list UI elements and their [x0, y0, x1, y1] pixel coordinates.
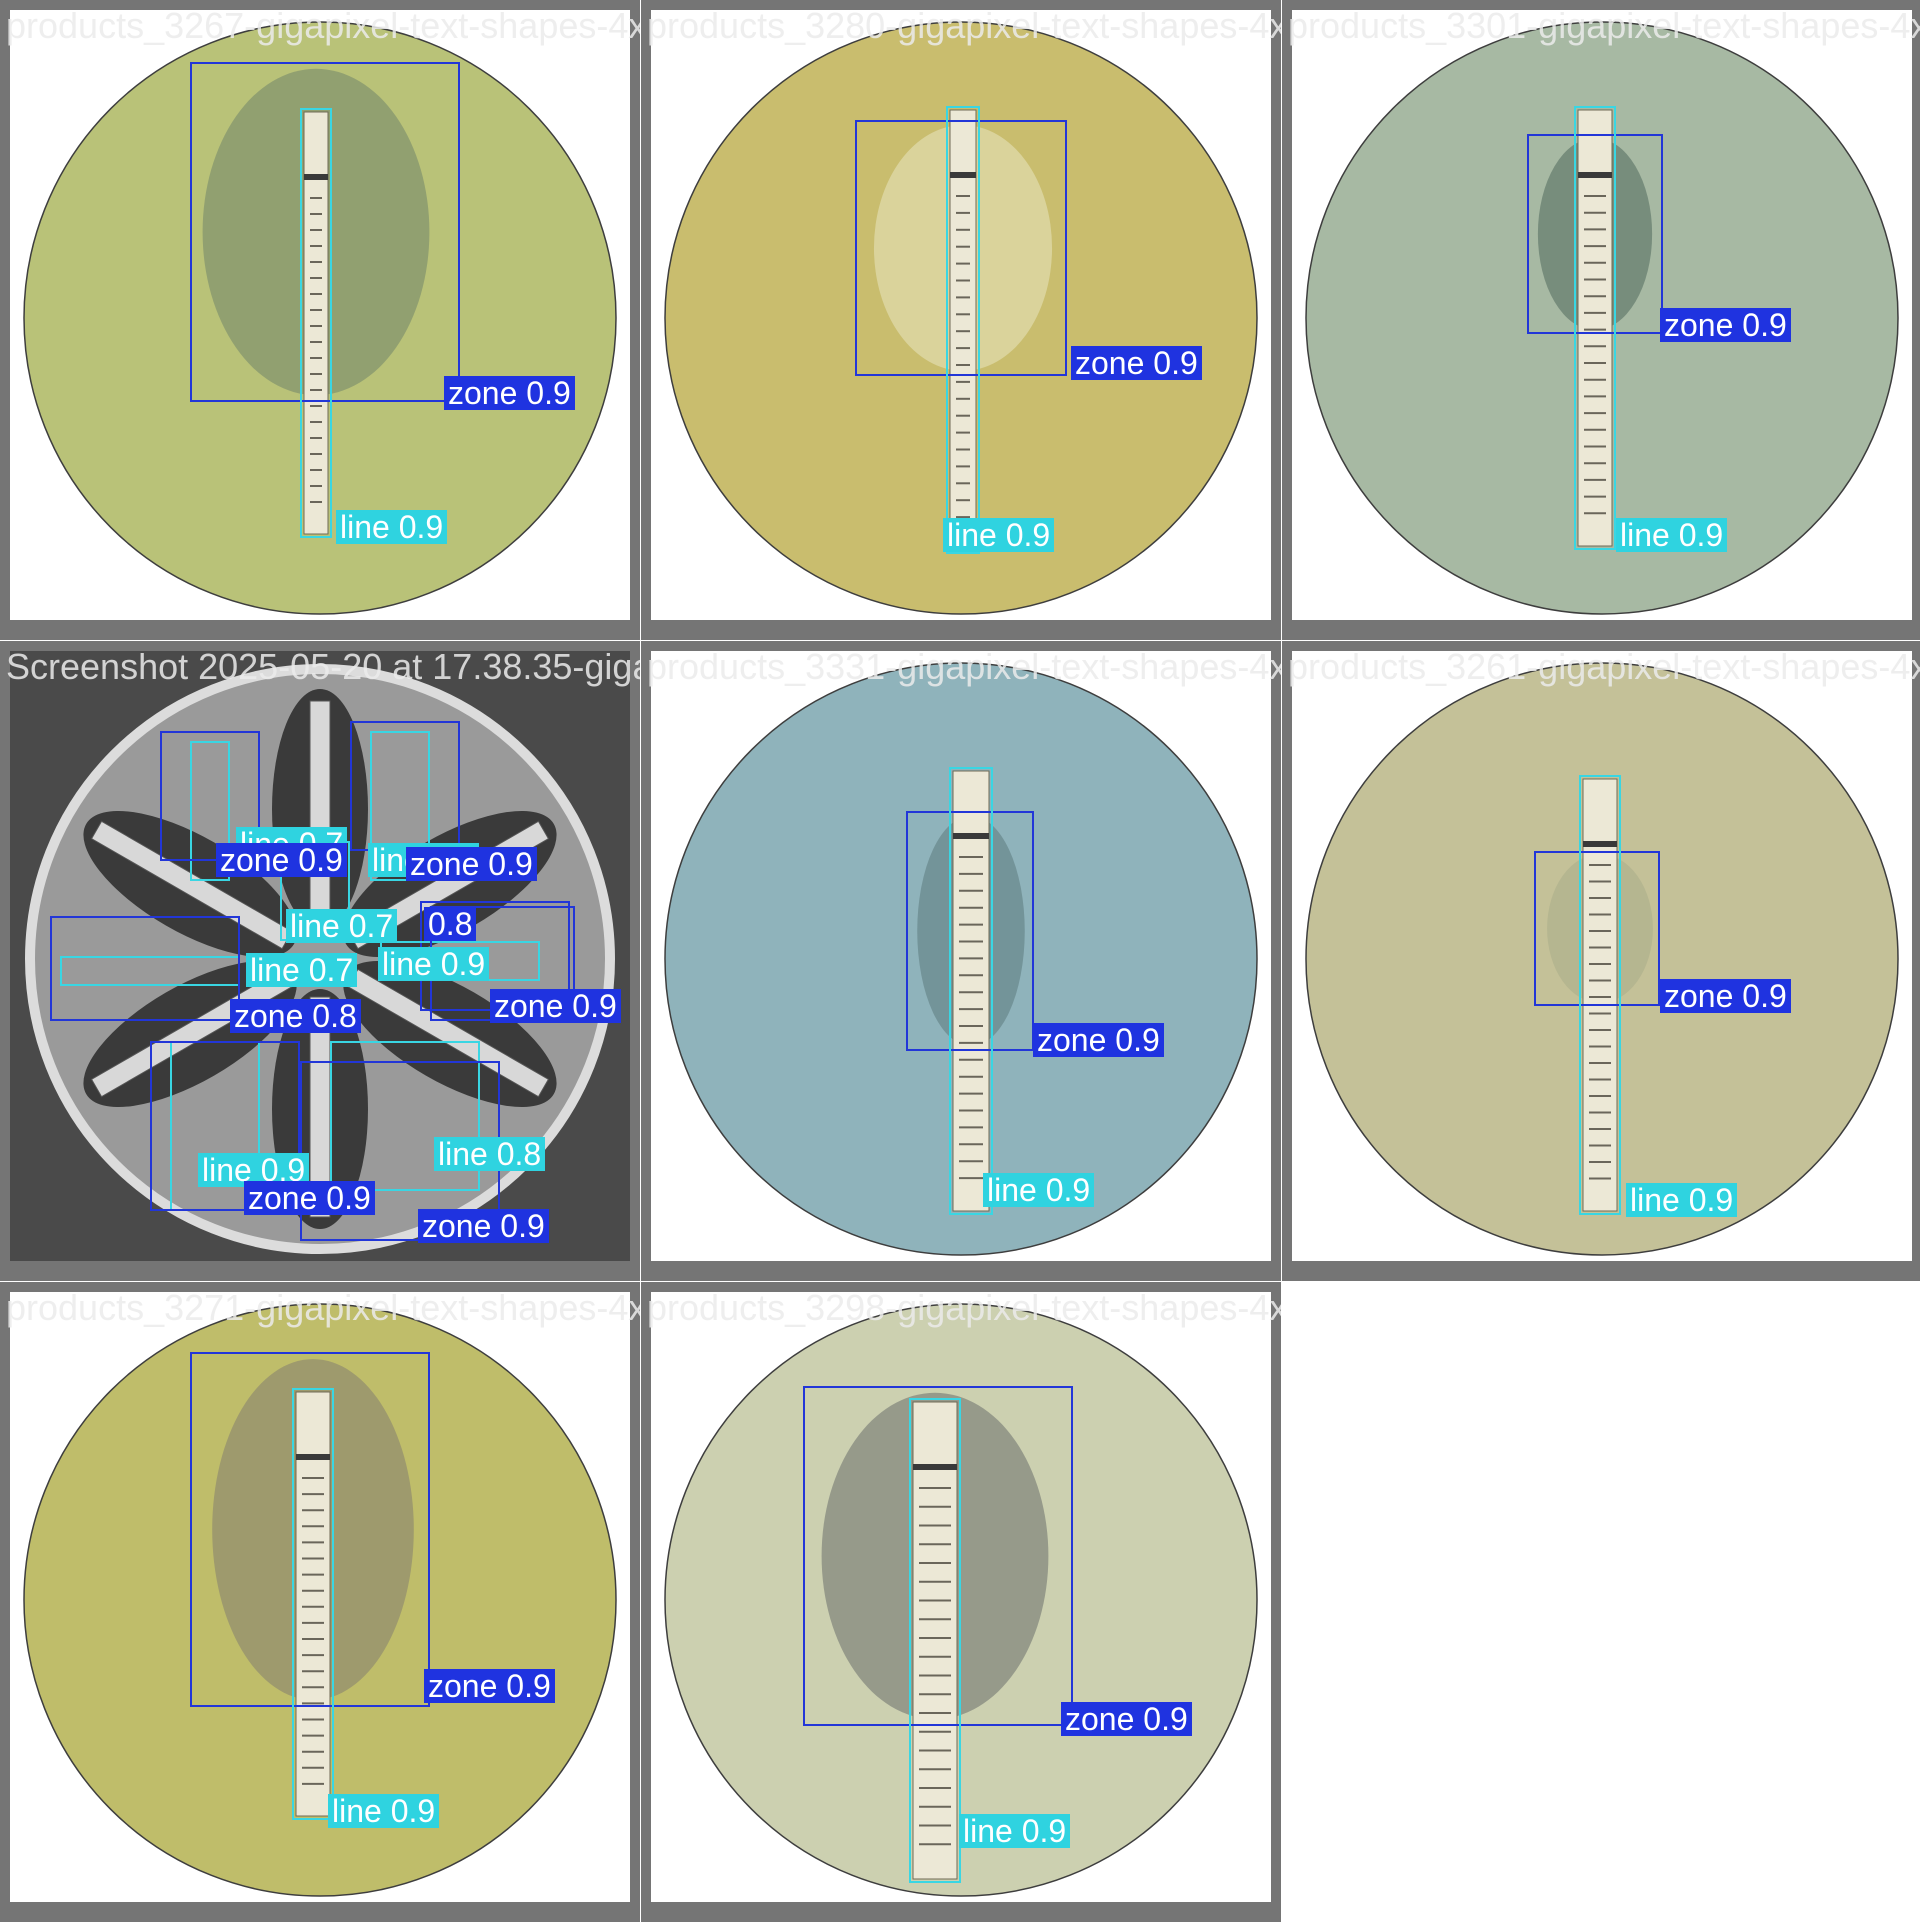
image-tile[interactable]: products_3271-gigapixel-text-shapes-4x.j… — [0, 1282, 640, 1922]
strip-band — [1578, 172, 1612, 178]
tile-filename: Screenshot 2025-05-20 at 17.38.35-gigapi… — [6, 646, 640, 687]
zone-confidence-label: zone 0.8 — [230, 999, 361, 1033]
line-bounding-box[interactable] — [949, 767, 993, 1215]
tile-canvas — [10, 10, 630, 620]
zone-confidence-label: zone 0.9 — [1660, 979, 1791, 1013]
image-tile[interactable]: Screenshot 2025-05-20 at 17.38.35-gigapi… — [0, 641, 640, 1281]
line-bounding-box[interactable] — [300, 108, 332, 538]
zone-confidence-label: zone 0.9 — [1061, 1702, 1192, 1736]
line-confidence-label: line 0.9 — [959, 1814, 1071, 1848]
zone-bounding-box[interactable] — [50, 916, 240, 1021]
image-tile[interactable]: products_3261-gigapixel-text-shapes-4x.j… — [1282, 641, 1920, 1281]
zone-confidence-label: zone 0.9 — [1071, 346, 1202, 380]
image-tile[interactable]: products_3280-gigapixel-text-shapes-4x.j… — [641, 0, 1281, 640]
line-bounding-box[interactable] — [330, 1041, 480, 1191]
strip-band — [950, 172, 976, 178]
strip-band — [913, 1464, 957, 1470]
tile-canvas — [1292, 651, 1912, 1261]
zone-confidence-label: zone 0.9 — [418, 1209, 549, 1243]
image-tile[interactable]: products_3267-gigapixel-text-shapes-4x.j… — [0, 0, 640, 640]
zone-bounding-box[interactable] — [803, 1386, 1073, 1726]
zone-confidence-label: zone 0.9 — [216, 843, 347, 877]
test-strip — [303, 111, 329, 535]
test-strip — [949, 109, 977, 551]
line-confidence-label: line 0.9 — [378, 947, 490, 981]
tile-canvas — [1292, 10, 1912, 620]
line-confidence-label: line 0.9 — [983, 1173, 1095, 1207]
line-confidence-label: line 0.7 — [286, 909, 398, 943]
line-confidence-label: line 0.9 — [1616, 518, 1728, 552]
zone-confidence-label: zone 0.9 — [424, 1669, 555, 1703]
line-bounding-box[interactable] — [946, 106, 980, 554]
tile-canvas — [651, 651, 1271, 1261]
tile-filename: products_3301-gigapixel-text-shapes-4x.j — [1288, 5, 1920, 46]
tile-canvas — [651, 10, 1271, 620]
line-confidence-label: line 0.9 — [336, 510, 448, 544]
zone-bounding-box[interactable] — [855, 120, 1067, 376]
zone-confidence-label: zone 0.9 — [406, 847, 537, 881]
line-bounding-box[interactable] — [909, 1398, 961, 1883]
tile-canvas — [651, 1292, 1271, 1902]
tile-filename: products_3298-gigapixel-text-shapes-4x.j — [647, 1287, 1281, 1328]
zone-bounding-box[interactable] — [160, 731, 260, 861]
tile-filename: products_3280-gigapixel-text-shapes-4x.j — [647, 5, 1281, 46]
zone-confidence-label: zone 0.9 — [1033, 1023, 1164, 1057]
line-bounding-box[interactable] — [1579, 775, 1621, 1215]
line-confidence-label: line 0.8 — [434, 1137, 546, 1171]
tile-filename: products_3271-gigapixel-text-shapes-4x.j — [6, 1287, 640, 1328]
strip-band — [296, 1454, 330, 1460]
image-tile[interactable]: products_3301-gigapixel-text-shapes-4x.j… — [1282, 0, 1920, 640]
tile-filename: products_3331-gigapixel-text-shapes-4x.j — [647, 646, 1281, 687]
strip-band — [1583, 841, 1617, 847]
zone-bounding-box[interactable] — [150, 1041, 300, 1211]
zone-bounding-box[interactable] — [190, 62, 460, 402]
strip-band — [304, 174, 328, 180]
line-bounding-box[interactable] — [1574, 106, 1616, 550]
zone-confidence-label: zone 0.9 — [444, 376, 575, 410]
zone-confidence-label: zone 0.9 — [244, 1181, 375, 1215]
tile-canvas — [10, 1292, 630, 1902]
zone-bounding-box[interactable] — [190, 1352, 430, 1707]
line-bounding-box[interactable] — [292, 1388, 334, 1820]
line-bounding-box[interactable] — [190, 741, 230, 881]
image-tile[interactable]: products_3331-gigapixel-text-shapes-4x.j… — [641, 641, 1281, 1281]
test-strip — [1577, 109, 1613, 547]
test-strip — [912, 1401, 958, 1880]
zone-bounding-box[interactable] — [1527, 134, 1663, 334]
line-confidence-label: line 0.9 — [328, 1794, 440, 1828]
tile-filename: products_3261-gigapixel-text-shapes-4x.j — [1288, 646, 1920, 687]
line-confidence-label: line 0.9 — [943, 518, 1055, 552]
zone-bounding-box[interactable] — [350, 721, 460, 851]
image-tile[interactable]: products_3298-gigapixel-text-shapes-4x.j… — [641, 1282, 1281, 1922]
test-strip — [295, 1391, 331, 1817]
zone-bounding-box[interactable] — [1534, 851, 1660, 1006]
test-strip — [952, 770, 990, 1212]
tile-filename: products_3267-gigapixel-text-shapes-4x.j — [6, 5, 640, 46]
zone-confidence-label: 0.8 — [424, 907, 477, 941]
line-confidence-label: line 0.7 — [246, 953, 358, 987]
zone-confidence-label: zone 0.9 — [490, 989, 621, 1023]
zone-confidence-label: zone 0.9 — [1660, 308, 1791, 342]
strip-band — [953, 833, 989, 839]
line-confidence-label: line 0.9 — [1626, 1183, 1738, 1217]
zone-bounding-box[interactable] — [906, 811, 1034, 1051]
line-bounding-box[interactable] — [370, 731, 430, 881]
